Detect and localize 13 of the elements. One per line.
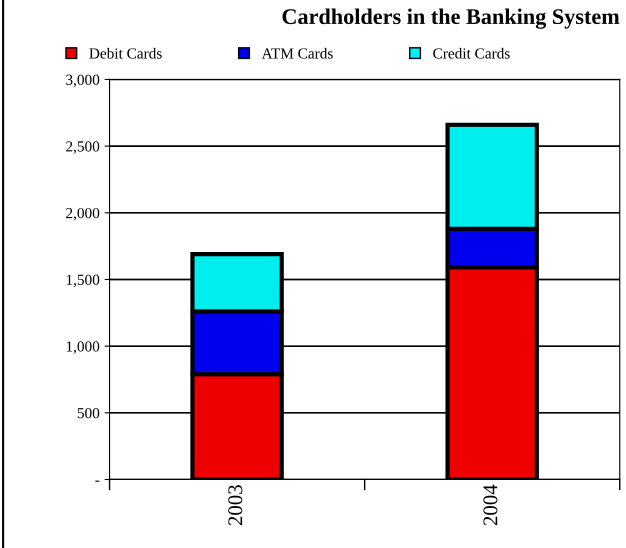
y-tick-label: 2,500 [66,141,100,154]
y-tick-label: 2,000 [66,208,100,220]
y-tick-label: 1,000 [66,341,100,354]
y-tick-label: 3,000 [66,74,100,88]
y-tick-label: 1,500 [66,274,100,288]
x-tick-label: 2004 [483,484,498,526]
legend-label: ATM Cards [262,48,333,59]
y-tick-label: - [95,480,100,482]
legend-label: Credit Cards [433,48,510,59]
y-tick-label: 500 [78,408,100,418]
x-tick-label: 2003 [228,485,242,526]
chart-title: Cardholders in the Banking System [282,8,620,29]
legend-label: Debit Cards [89,48,162,59]
